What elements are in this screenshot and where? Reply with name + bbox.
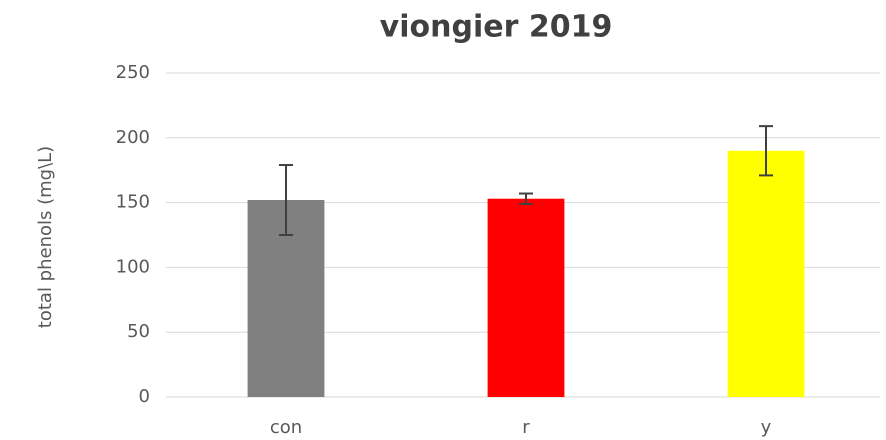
- bar: [727, 150, 805, 397]
- bar: [487, 198, 565, 397]
- error-bar: [759, 125, 773, 177]
- chart-title: viongier 2019: [380, 10, 613, 45]
- x-tick-label: r: [522, 417, 530, 438]
- error-bar: [279, 164, 293, 236]
- y-tick-label: 150: [116, 192, 150, 213]
- y-tick-label: 0: [139, 386, 150, 407]
- y-tick-label: 50: [127, 321, 150, 342]
- y-tick-label: 100: [116, 256, 150, 277]
- x-tick-label: con: [270, 417, 302, 438]
- x-tick-label: y: [761, 417, 772, 438]
- y-tick-label: 200: [116, 127, 150, 148]
- y-axis-label: total phenols (mg\L): [35, 146, 56, 328]
- error-bar: [519, 192, 533, 205]
- y-tick-label: 250: [116, 62, 150, 83]
